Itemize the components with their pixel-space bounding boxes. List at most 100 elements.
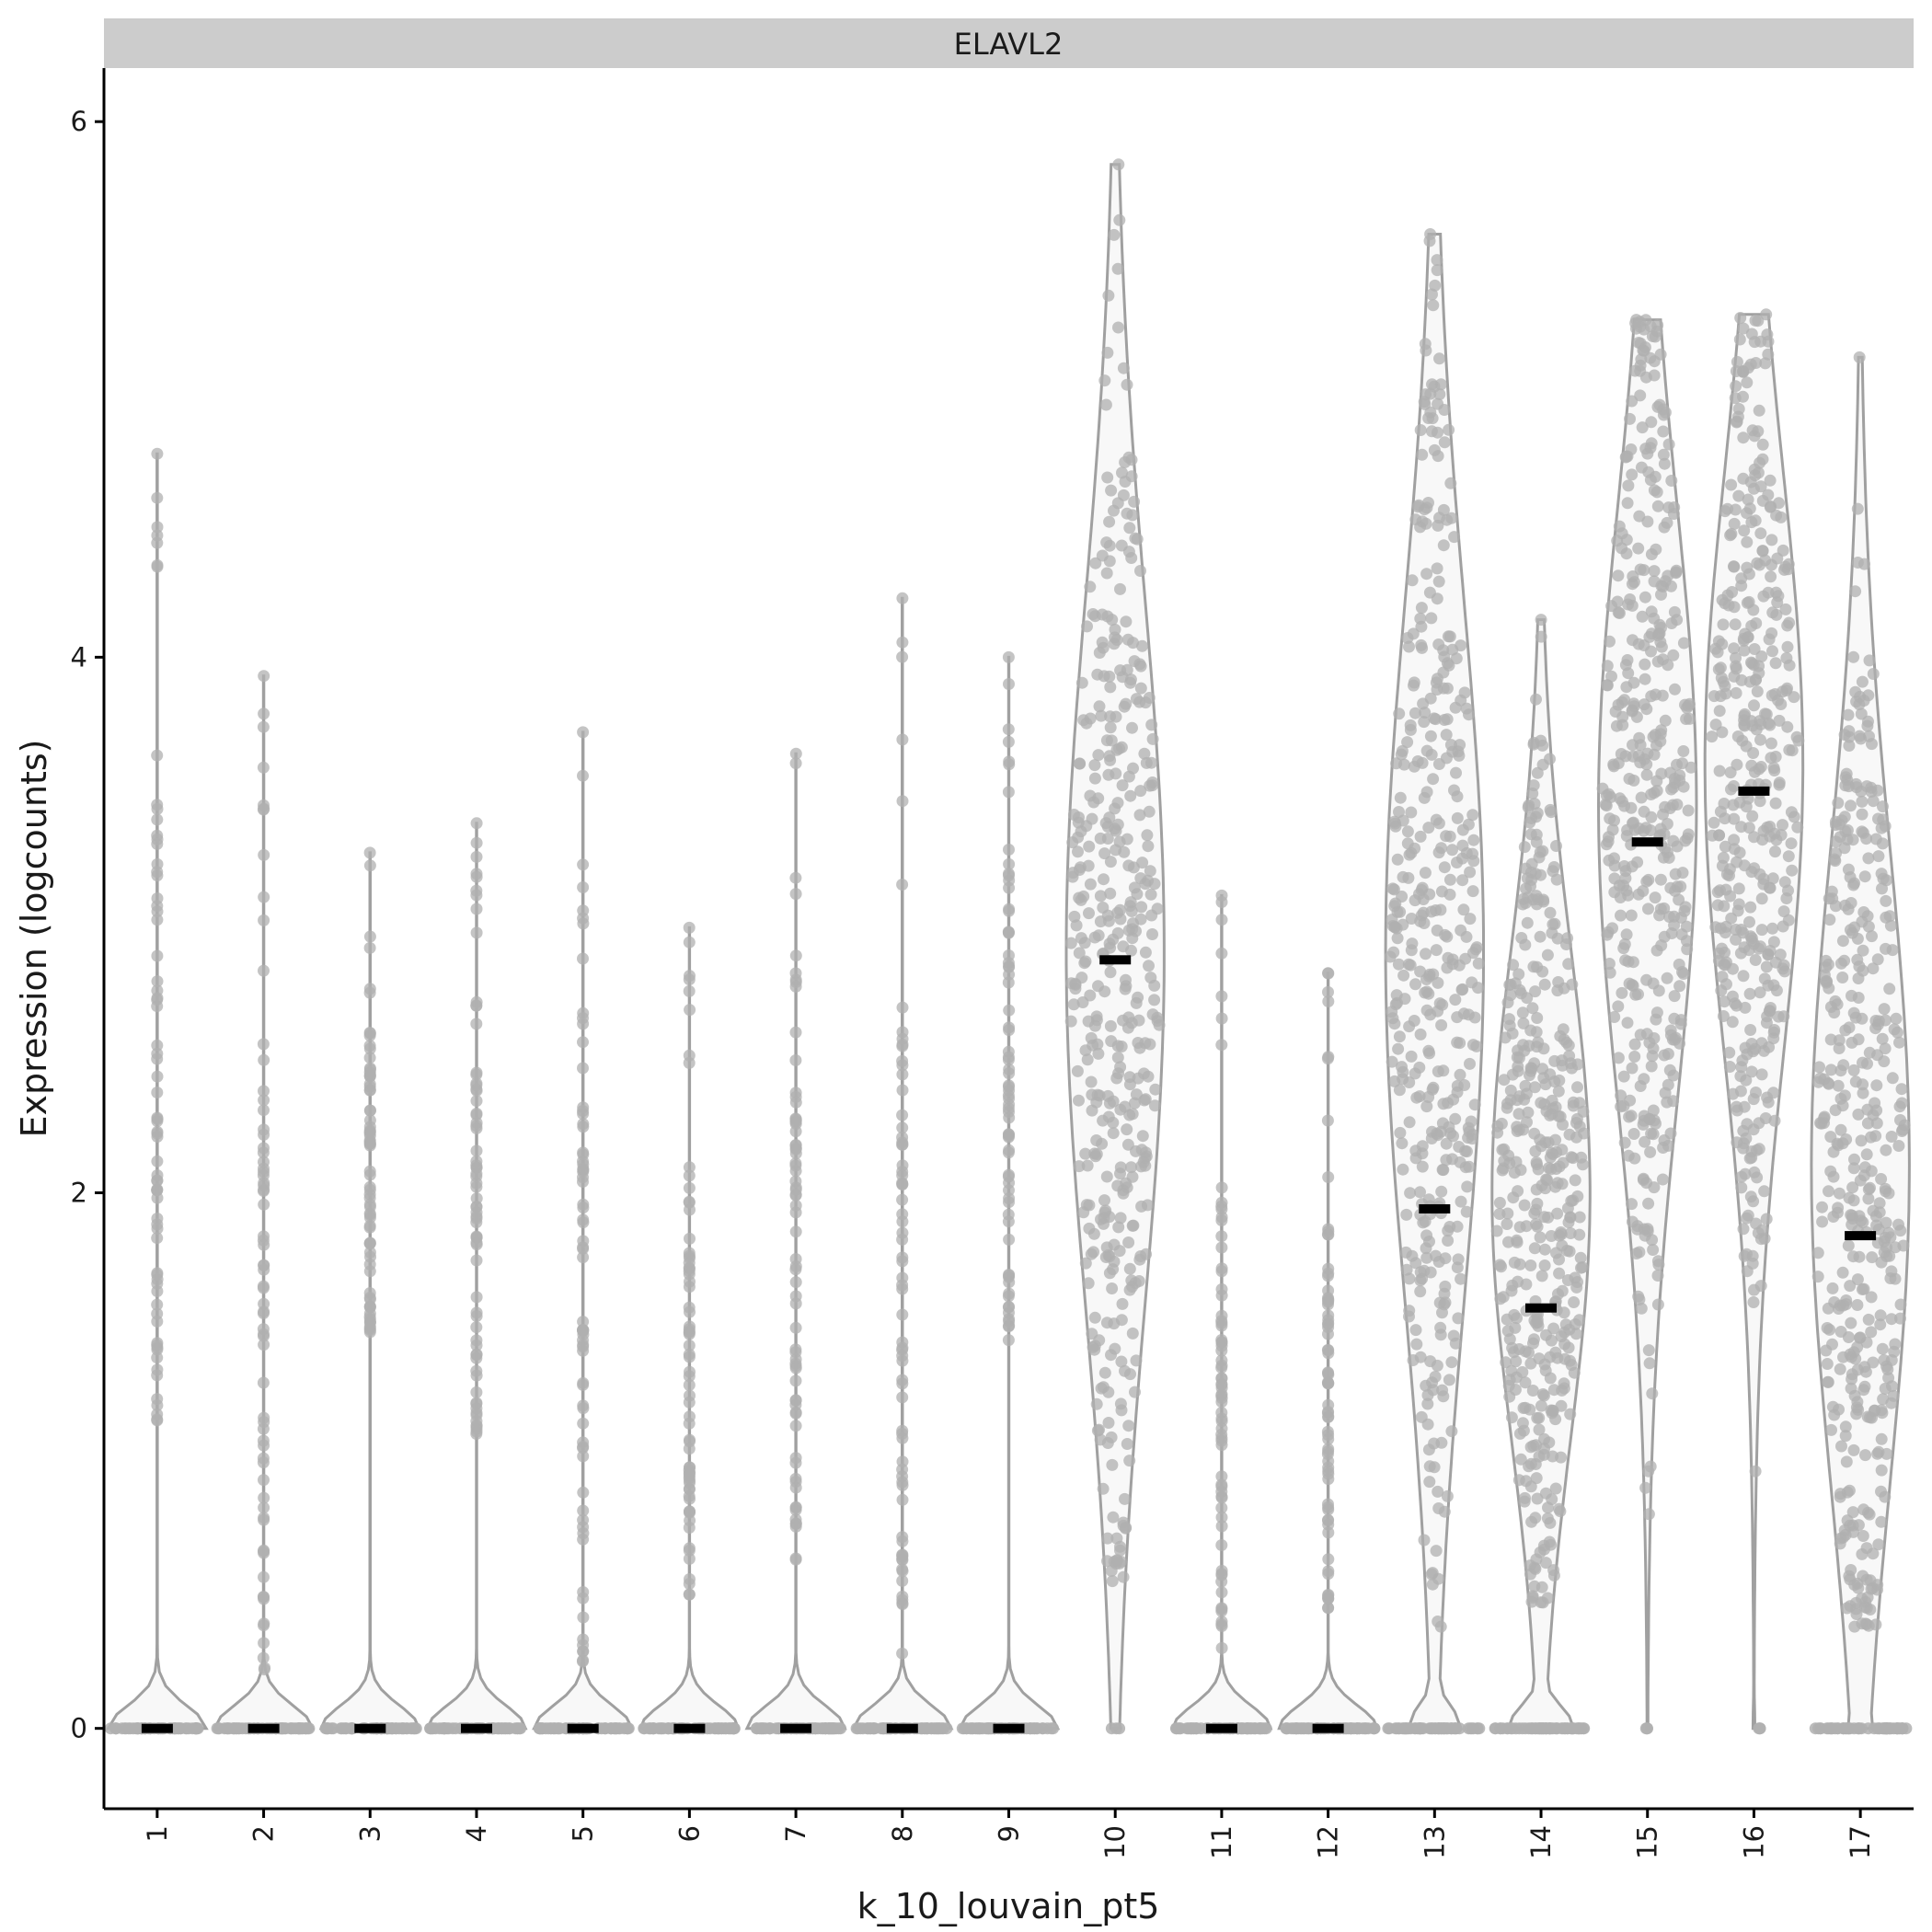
data-point xyxy=(1322,1376,1335,1389)
data-point xyxy=(1521,1116,1533,1129)
data-point xyxy=(1110,1532,1123,1545)
median-marker xyxy=(247,1723,280,1733)
data-point xyxy=(1078,957,1091,970)
data-point xyxy=(1735,580,1748,592)
data-point xyxy=(1646,330,1659,342)
data-point xyxy=(1424,730,1437,742)
data-point xyxy=(1763,1005,1776,1018)
data-point xyxy=(1879,1490,1892,1503)
data-point xyxy=(1880,1241,1893,1254)
data-point xyxy=(1545,1334,1558,1347)
data-point xyxy=(1506,1279,1519,1292)
data-point xyxy=(1747,482,1760,495)
data-point xyxy=(1420,1229,1433,1242)
data-point xyxy=(1842,863,1855,876)
data-point xyxy=(1434,1321,1447,1334)
data-point xyxy=(1850,1603,1862,1616)
data-point xyxy=(1093,647,1106,659)
data-point xyxy=(470,903,483,915)
data-point xyxy=(1531,1492,1544,1505)
data-point xyxy=(1545,1230,1558,1242)
data-point xyxy=(1088,1019,1101,1032)
data-point xyxy=(151,1413,164,1426)
data-point xyxy=(363,1183,376,1196)
data-point xyxy=(1215,1539,1228,1551)
data-point xyxy=(1662,659,1674,672)
data-point xyxy=(1632,542,1645,555)
data-point xyxy=(1414,424,1427,436)
data-point xyxy=(1847,1443,1860,1456)
data-point xyxy=(258,1637,270,1650)
data-point xyxy=(1731,1100,1742,1113)
data-point xyxy=(1839,1430,1852,1443)
data-point xyxy=(1544,1516,1557,1529)
data-point xyxy=(1571,1276,1583,1288)
data-point xyxy=(1067,998,1080,1011)
data-point xyxy=(1615,909,1627,922)
data-point xyxy=(1215,1317,1228,1329)
data-point xyxy=(1003,949,1015,961)
data-point xyxy=(1522,801,1535,813)
data-point xyxy=(151,914,164,926)
data-point xyxy=(896,1032,909,1045)
data-point xyxy=(789,1481,802,1494)
data-point xyxy=(1621,450,1634,463)
data-point xyxy=(1086,1088,1098,1101)
data-point xyxy=(1738,859,1751,872)
data-point xyxy=(1871,1722,1884,1735)
data-point xyxy=(1638,1110,1650,1122)
data-point xyxy=(1766,872,1779,885)
data-point xyxy=(683,984,696,997)
data-point xyxy=(1539,1078,1552,1091)
data-point xyxy=(258,1544,270,1557)
data-point xyxy=(1119,1492,1131,1505)
data-point xyxy=(1400,1208,1413,1221)
data-point xyxy=(1726,1016,1739,1029)
data-point xyxy=(470,999,483,1012)
data-point xyxy=(1098,670,1110,683)
data-point xyxy=(1003,678,1015,690)
data-point xyxy=(1466,847,1478,860)
data-point xyxy=(1529,1144,1542,1157)
data-point xyxy=(1391,853,1404,866)
data-point xyxy=(1671,758,1683,771)
data-point xyxy=(1824,1064,1837,1076)
data-point xyxy=(1396,744,1409,757)
data-point xyxy=(363,1301,376,1314)
data-point xyxy=(1764,881,1777,894)
data-point xyxy=(1651,1255,1664,1268)
data-point xyxy=(1723,1061,1736,1073)
x-tick-label: 1 xyxy=(142,1825,173,1842)
data-point xyxy=(1654,735,1667,748)
data-point xyxy=(1648,355,1661,368)
data-point xyxy=(1755,892,1768,905)
data-point xyxy=(1745,1038,1758,1050)
data-point xyxy=(470,1177,483,1190)
data-point xyxy=(577,1399,590,1412)
data-point xyxy=(1573,1211,1586,1224)
violin-group xyxy=(532,726,635,1735)
data-point xyxy=(1133,809,1146,822)
data-point xyxy=(1537,895,1550,908)
violin-group xyxy=(1277,967,1381,1735)
data-point xyxy=(1634,563,1647,576)
data-point xyxy=(1642,466,1655,478)
data-point xyxy=(1751,685,1764,698)
data-point xyxy=(1713,829,1725,842)
data-point xyxy=(1853,351,1866,363)
data-point xyxy=(789,1147,802,1160)
data-point xyxy=(1737,365,1750,377)
data-point xyxy=(1070,919,1083,932)
data-point xyxy=(1151,1015,1164,1028)
data-point xyxy=(1768,1114,1781,1127)
data-point xyxy=(1641,515,1654,528)
data-point xyxy=(1547,1322,1560,1335)
data-point xyxy=(684,1492,696,1505)
data-point xyxy=(1084,789,1097,802)
data-point xyxy=(577,1417,590,1430)
data-point xyxy=(896,1424,909,1437)
data-point xyxy=(1073,1160,1086,1173)
data-point xyxy=(1578,1127,1591,1140)
data-point xyxy=(1445,1425,1458,1438)
data-point xyxy=(1534,930,1547,943)
